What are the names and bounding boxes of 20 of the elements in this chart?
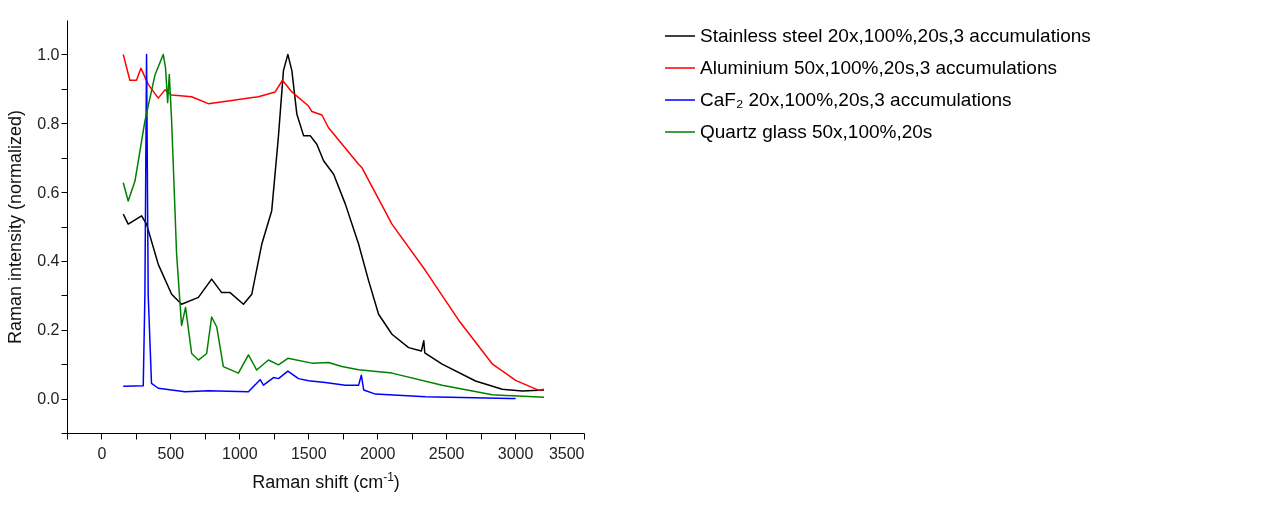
legend-label: CaF₂ 20x,100%,20s,3 accumulations [700, 89, 1012, 110]
x-tick-label: 1500 [290, 444, 327, 462]
x-tick-label: 2000 [359, 444, 396, 462]
y-tick-label: 0.4 [37, 252, 60, 270]
legend-label: Aluminium 50x,100%,20s,3 accumulations [700, 57, 1057, 78]
y-tick-label: 0.0 [37, 390, 60, 408]
x-tick-label: 2500 [428, 444, 465, 462]
y-tick-label: 0.8 [37, 114, 60, 132]
y-tick-label: 1.0 [37, 45, 60, 63]
x-tick-label: 500 [157, 444, 185, 462]
legend-label: Quartz glass 50x,100%,20s [700, 121, 933, 142]
x-axis-title: Raman shift (cm$^{-1}$) [252, 469, 400, 492]
y-axis-title: Raman intensity (normalized) [5, 109, 26, 345]
x-tick-label: 3000 [497, 444, 534, 462]
y-tick-label: 0.6 [37, 183, 60, 201]
x-tick-label: 1000 [222, 444, 258, 462]
y-tick-label: 0.2 [37, 321, 60, 339]
x-tick-label: 0 [97, 444, 107, 462]
x-tick-label: 3500 [548, 444, 585, 462]
legend-label: Stainless steel 20x,100%,20s,3 accumulations [700, 25, 1091, 46]
